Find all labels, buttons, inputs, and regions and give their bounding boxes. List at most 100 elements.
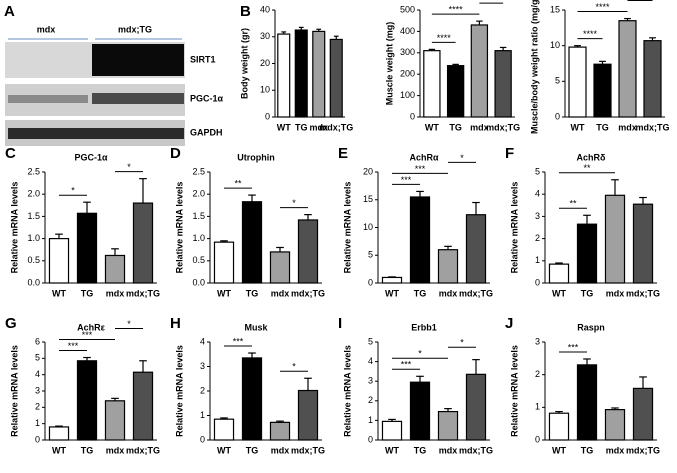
chart: D Utrophin Relative mRNA levels 0.0 0.5 1.0 1.… [170,145,325,298]
y-tick-label: 0 [535,434,540,444]
y-tick-label: 0 [35,434,40,444]
bar [76,212,98,284]
y-tick-label: 1 [200,410,205,420]
chart: E AchRα Relative mRNA levels 0 5 10 15 20 WT TG md… [338,145,493,298]
chart: H Musk Relative mRNA levels 0 1 2 3 4 WT TG mdx mdx… [170,315,325,455]
x-tick-label: mdx;TG [626,445,660,455]
bar [381,420,403,441]
group-label: mdx;TG [118,24,152,34]
y-tick-label: 200 [400,69,415,79]
panel-letter: C [5,145,16,162]
bar [576,364,598,441]
y-tick-label: 5 [35,353,40,363]
chart: G AchRε Relative mRNA levels 0 1 2 3 4 5 6 WT TG mdx… [5,315,160,455]
bar [48,426,70,441]
bar [423,50,441,118]
y-tick-label: 1 [368,415,373,425]
y-tick-label: 0 [368,434,373,444]
x-tick-label: mdx [271,445,290,455]
significance-label: * [127,319,131,329]
bar [604,409,626,441]
y-tick-label: 1 [535,402,540,412]
y-tick-label: 5 [555,76,560,86]
panel-letter: D [170,145,181,162]
y-tick-label: 0 [410,111,415,121]
y-tick-label: 2.5 [27,166,40,176]
bar [409,381,431,441]
panel-letter: E [338,145,348,162]
bar [297,389,319,441]
y-axis-label: Relative mRNA levels [342,182,352,274]
y-tick-label: 3 [535,336,540,346]
y-tick-label: 2.0 [192,189,205,199]
x-tick-label: WT [277,122,291,132]
y-tick-label: 4 [35,369,40,379]
panel-letter: I [338,315,342,332]
significance-label: * [127,162,131,172]
x-tick-label: mdx [309,122,328,132]
x-tick-label: mdx [606,445,625,455]
significance-label: * [460,338,464,348]
bar [494,50,512,118]
y-axis-label: Relative mRNA levels [509,182,519,274]
bar [446,65,465,118]
y-tick-label: 0 [368,277,373,287]
significance-label: *** [401,175,412,185]
x-tick-label: TG [596,122,609,132]
y-tick-label: 2.0 [27,189,40,199]
chart-title: AchRδ [577,152,607,162]
x-tick-label: mdx;TG [459,288,493,298]
bar [329,38,343,118]
bar [465,373,487,441]
x-tick-label: TG [449,122,462,132]
y-tick-label: 5 [535,166,540,176]
chart: J Raspn Relative mRNA levels 0 1 2 3 WT TG mdx mdx… [505,315,660,455]
chart-title: PGC-1α [74,152,108,162]
blot-band [92,93,184,104]
bar [470,24,489,118]
x-tick-label: mdx;TG [635,122,669,132]
y-tick-label: 4 [535,189,540,199]
bar [632,203,654,284]
bar [76,360,98,441]
bar [465,214,487,284]
x-tick-label: mdx;TG [126,288,160,298]
bar [269,251,291,284]
panel-letter: G [5,315,17,332]
y-tick-label: 1 [35,418,40,428]
bar [132,371,154,441]
y-axis-label: Muscle/body weight ratio (mg/gr) [529,0,539,134]
x-tick-label: TG [246,445,259,455]
significance-label: * [292,362,296,372]
x-tick-label: WT [385,445,399,455]
blot-panel: A mdx mdx;TG SIRT1 PGC-1α GAPDH [4,3,224,146]
x-tick-label: WT [552,288,566,298]
bar [297,219,319,284]
y-tick-label: 0.0 [192,277,205,287]
significance-label: **** [583,29,598,39]
bar [643,40,662,118]
bar [132,202,154,284]
x-tick-label: mdx [439,445,458,455]
bar [568,46,587,118]
x-tick-label: WT [52,445,66,455]
bar [213,418,235,441]
y-tick-label: 2 [35,402,40,412]
significance-label: *** [68,341,79,351]
significance-label: *** [401,360,412,370]
x-tick-label: mdx [439,288,458,298]
y-tick-label: 400 [400,26,415,36]
significance-label: * [71,186,75,196]
bar [104,400,126,441]
y-tick-label: 500 [400,4,415,14]
bar [437,249,459,284]
row-label: GAPDH [190,127,223,137]
y-tick-label: 1.0 [192,233,205,243]
blot-band [8,128,184,139]
x-tick-label: mdx;TG [459,445,493,455]
significance-label: **** [595,2,610,12]
significance-label: **** [449,5,464,15]
chart-title: Utrophin [237,152,275,162]
y-tick-label: 0 [535,277,540,287]
